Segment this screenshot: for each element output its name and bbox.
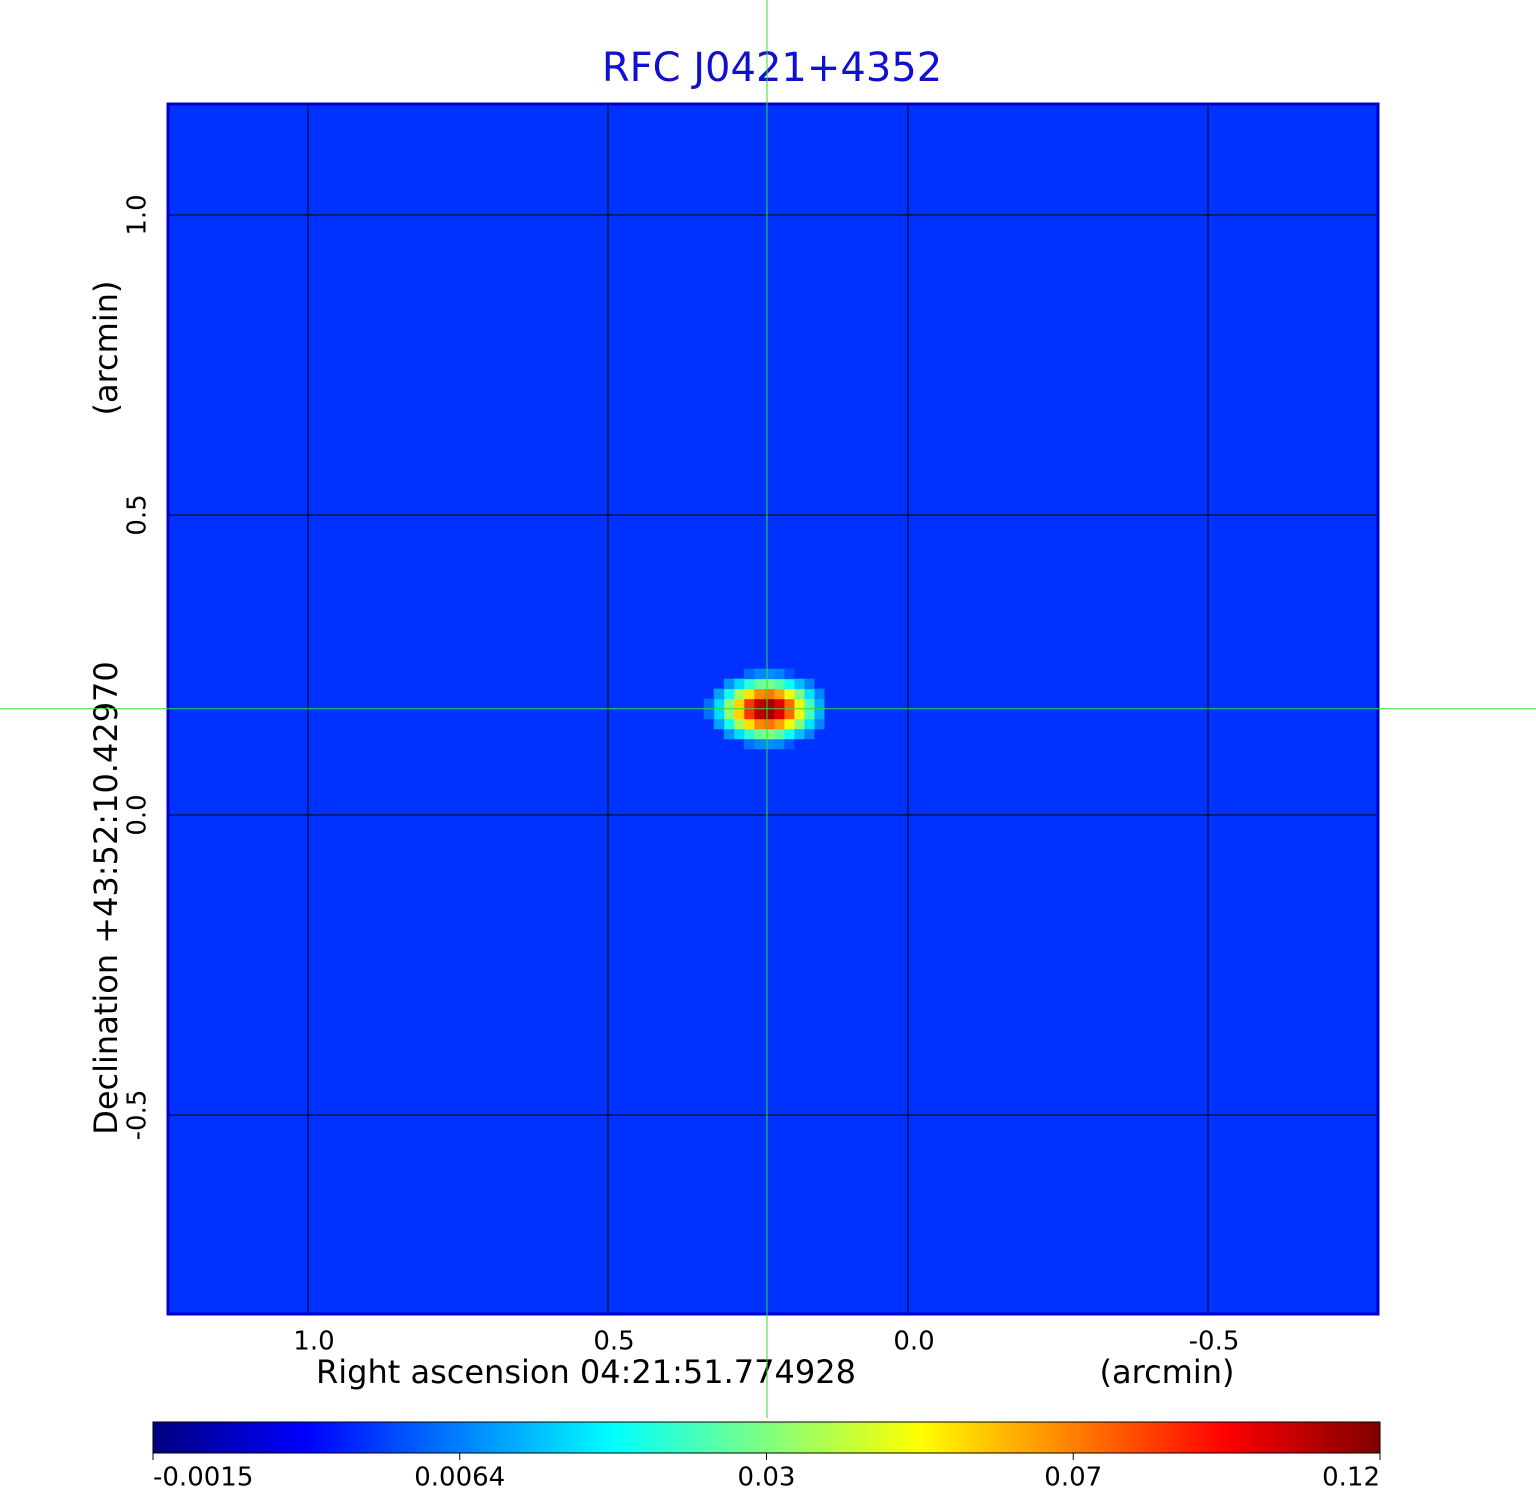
source-cell xyxy=(703,708,715,720)
source-cell xyxy=(723,728,735,740)
source-cell xyxy=(753,668,765,680)
source-cell xyxy=(763,678,775,690)
source-cell xyxy=(753,708,765,720)
source-cell xyxy=(773,668,785,680)
source-cell xyxy=(823,708,835,720)
source-cell xyxy=(773,718,785,730)
colorbar-tick-label: 0.07 xyxy=(1044,1463,1102,1493)
y-tick-label: 1.0 xyxy=(123,194,153,235)
source-cell xyxy=(743,738,755,750)
source-cell xyxy=(783,668,795,680)
source-cell xyxy=(803,678,815,690)
source-cell xyxy=(773,738,785,750)
x-tick-label: 0.5 xyxy=(593,1327,634,1357)
source-cell xyxy=(743,668,755,680)
source-cell xyxy=(803,688,815,700)
source-cell xyxy=(783,718,795,730)
chart-title: RFC J0421+4352 xyxy=(602,45,942,91)
source-cell xyxy=(723,718,735,730)
source-cell xyxy=(723,698,735,710)
source-cell xyxy=(783,728,795,740)
source-cell xyxy=(713,688,725,700)
y-tick-label: 0.5 xyxy=(123,494,153,535)
source-cell xyxy=(763,698,775,710)
source-cell xyxy=(813,708,825,720)
source-cell xyxy=(803,728,815,740)
source-cell xyxy=(763,668,775,680)
source-cell xyxy=(763,728,775,740)
source-cell xyxy=(733,678,745,690)
source-cell xyxy=(783,698,795,710)
source-cell xyxy=(813,718,825,730)
source-cell xyxy=(713,698,725,710)
y-tick-label: 0.0 xyxy=(123,794,153,835)
x-tick-label: 1.0 xyxy=(293,1327,334,1357)
source-cell xyxy=(813,688,825,700)
source-cell xyxy=(773,728,785,740)
source-cell xyxy=(823,698,835,710)
y-axis-label: Declination +43:52:10.42970 xyxy=(87,661,125,1135)
colorbar-tick-label: 0.12 xyxy=(1322,1463,1380,1493)
source-cell xyxy=(793,688,805,700)
source-cell xyxy=(753,698,765,710)
source-cell xyxy=(803,718,815,730)
source-cell xyxy=(733,718,745,730)
source-cell xyxy=(763,708,775,720)
source-cell xyxy=(803,708,815,720)
colorbar-tick-label: 0.0064 xyxy=(414,1463,505,1493)
source-cell xyxy=(813,698,825,710)
colorbar-tick-label: 0.03 xyxy=(738,1463,796,1493)
source-cell xyxy=(743,708,755,720)
source-cell xyxy=(763,688,775,700)
source-cell xyxy=(753,728,765,740)
source-cell xyxy=(743,698,755,710)
source-cell xyxy=(773,698,785,710)
source-cell xyxy=(743,718,755,730)
source-cell xyxy=(793,718,805,730)
x-tick-label: 0.0 xyxy=(893,1327,934,1357)
source-cell xyxy=(723,688,735,700)
source-cell xyxy=(803,698,815,710)
source-cell xyxy=(713,708,725,720)
colorbar-tick-label: -0.0015 xyxy=(153,1463,253,1493)
source-cell xyxy=(743,678,755,690)
source-cell xyxy=(733,728,745,740)
source-cell xyxy=(793,678,805,690)
source-cell xyxy=(753,678,765,690)
x-tick-label: -0.5 xyxy=(1189,1327,1240,1357)
y-tick-label: -0.5 xyxy=(123,1090,153,1141)
source-cell xyxy=(773,688,785,700)
source-cell xyxy=(733,688,745,700)
source-cell xyxy=(733,708,745,720)
x-axis-unit: (arcmin) xyxy=(1100,1353,1235,1391)
x-axis-label: Right ascension 04:21:51.774928 xyxy=(316,1353,856,1391)
source-cell xyxy=(763,718,775,730)
source-cell xyxy=(783,688,795,700)
source-cell xyxy=(783,708,795,720)
source-cell xyxy=(743,688,755,700)
source-cell xyxy=(783,738,795,750)
colorbar xyxy=(152,1421,1381,1454)
y-axis-unit: (arcmin) xyxy=(87,281,125,416)
source-cell xyxy=(763,738,775,750)
source-cell xyxy=(713,718,725,730)
source-cell xyxy=(793,708,805,720)
source-cell xyxy=(773,708,785,720)
source-cell xyxy=(753,718,765,730)
source-cell xyxy=(783,678,795,690)
source-cell xyxy=(773,678,785,690)
source-cell xyxy=(753,688,765,700)
source-cell xyxy=(743,728,755,740)
source-cell xyxy=(753,738,765,750)
source-cell xyxy=(723,708,735,720)
source-cell xyxy=(723,678,735,690)
source-cell xyxy=(703,698,715,710)
source-cell xyxy=(793,698,805,710)
source-cell xyxy=(733,698,745,710)
source-cell xyxy=(793,728,805,740)
